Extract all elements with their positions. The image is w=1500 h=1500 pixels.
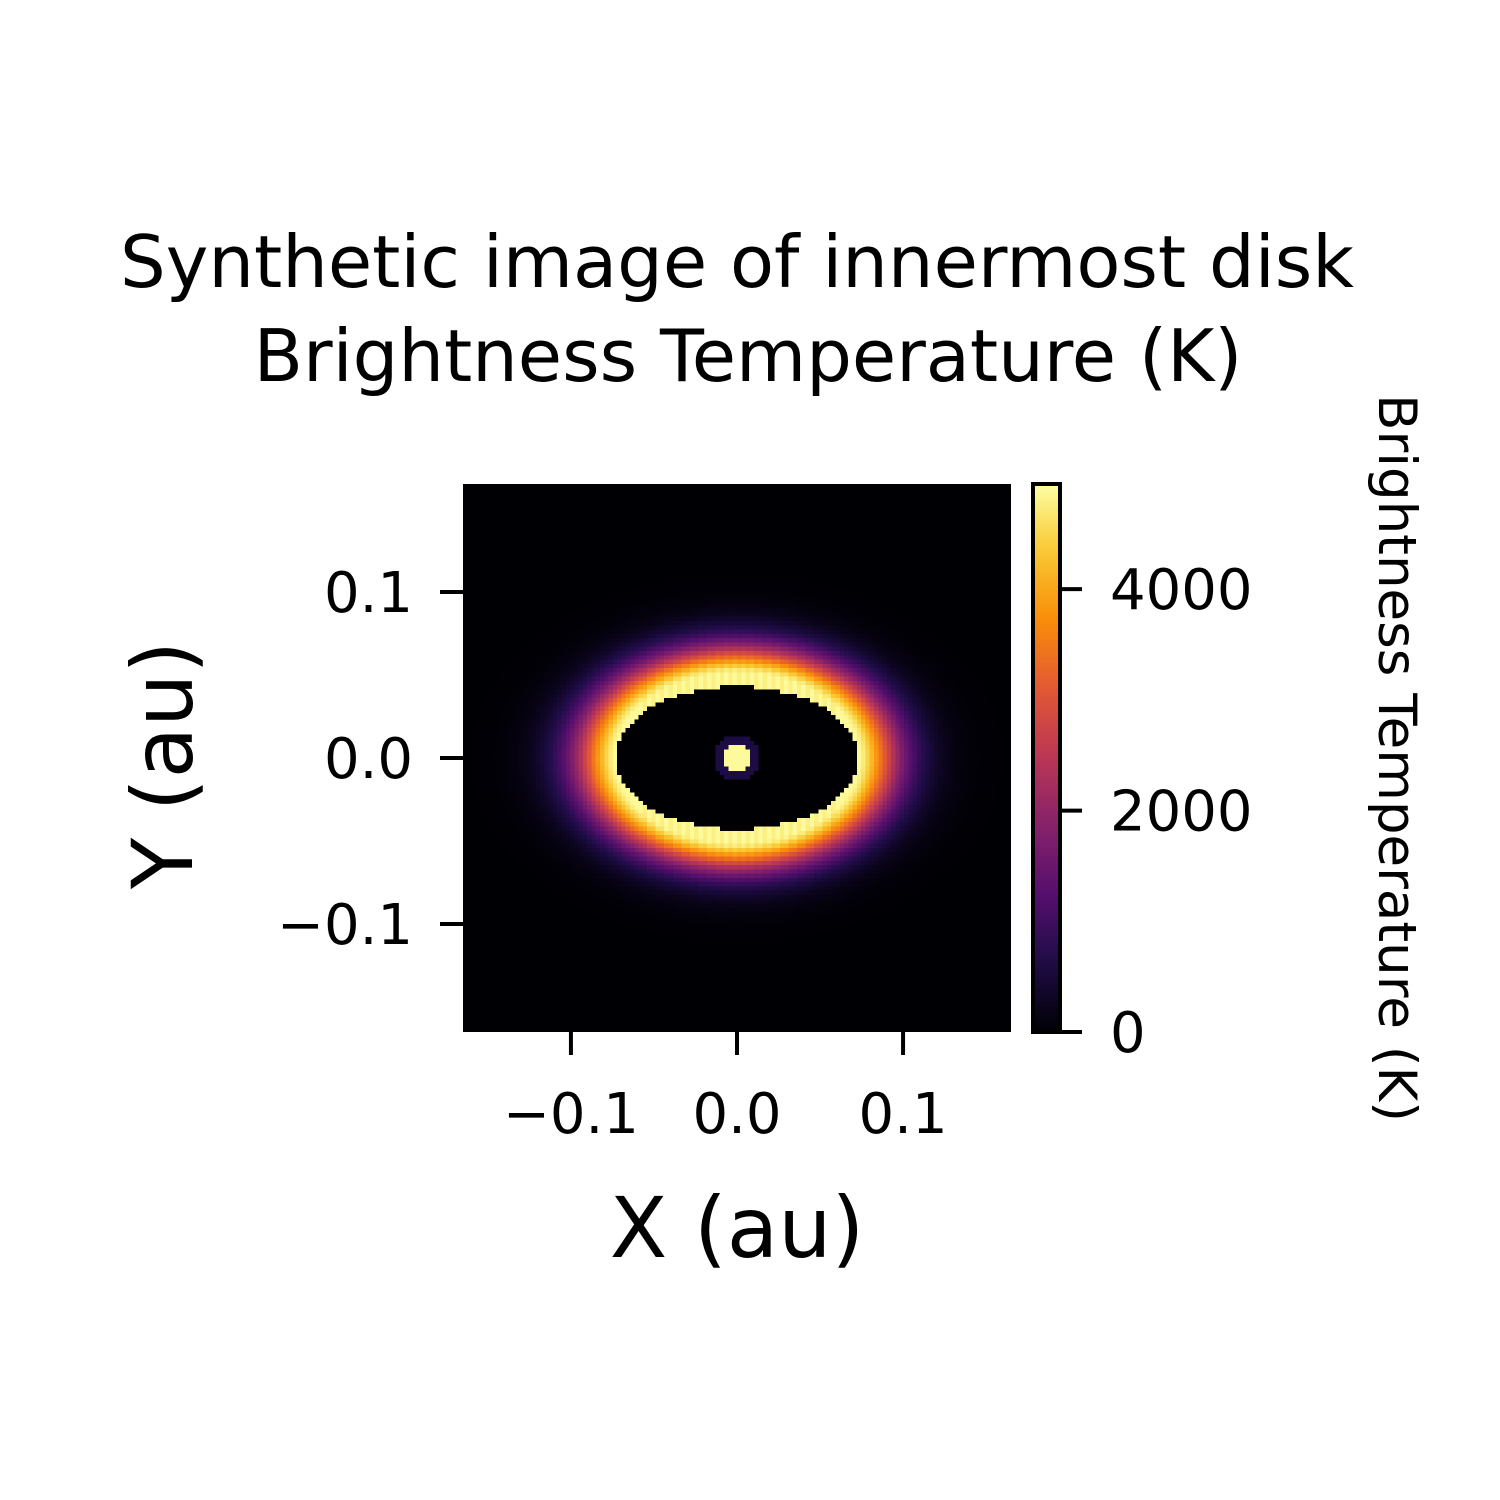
chart-subtitle: Brightness Temperature (K) (254, 314, 1243, 398)
y-tick-label: 0.0 (324, 727, 413, 792)
y-axis-ticks: −0.1 0.0 0.1 (277, 561, 463, 958)
heatmap-image (463, 484, 1011, 1032)
chart-title: Synthetic image of innermost disk (120, 220, 1354, 304)
colorbar-gradient (1031, 482, 1062, 1034)
colorbar: 0 2000 4000 Brightness Temperature (K) (1031, 394, 1427, 1122)
colorbar-tick-label: 4000 (1110, 558, 1253, 623)
x-axis-label: X (au) (610, 1179, 865, 1277)
colorbar-tick-label: 2000 (1110, 780, 1253, 845)
colorbar-label: Brightness Temperature (K) (1366, 394, 1427, 1122)
colorbar-tick-label: 0 (1110, 1001, 1146, 1066)
y-axis-label: Y (au) (114, 641, 212, 890)
colorbar-ticks: 0 2000 4000 (1060, 558, 1253, 1066)
heatmap-plot-area (463, 484, 1011, 1032)
x-tick-label: 0.0 (692, 1082, 781, 1147)
x-tick-label: 0.1 (859, 1082, 948, 1147)
x-tick-label: −0.1 (503, 1082, 639, 1147)
x-axis-ticks: −0.1 0.0 0.1 (503, 1032, 948, 1147)
y-tick-label: −0.1 (277, 893, 413, 958)
y-tick-label: 0.1 (324, 561, 413, 626)
